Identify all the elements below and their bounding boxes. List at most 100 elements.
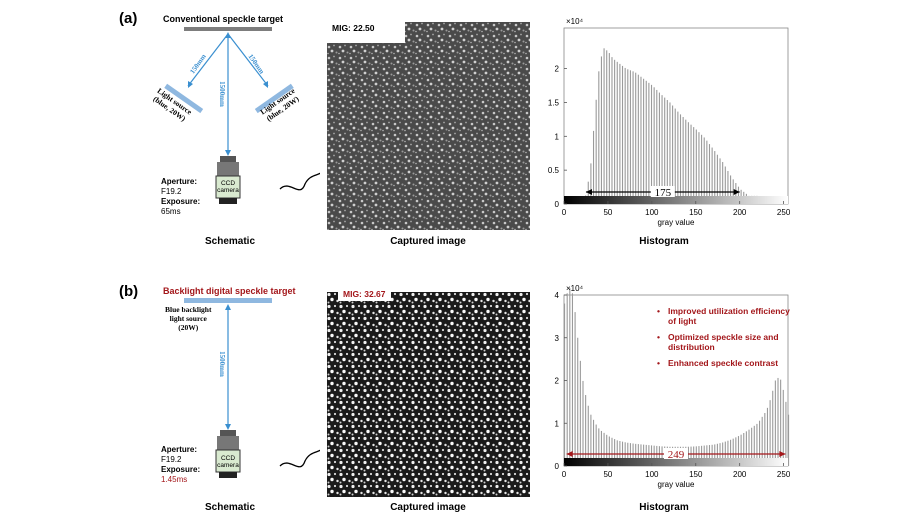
ccd-camera-label-b: CCD camera bbox=[217, 455, 239, 469]
y-tick-label: 0 bbox=[555, 200, 560, 209]
schematic-a-drawing bbox=[164, 27, 320, 204]
histogram-bar bbox=[682, 117, 684, 204]
histogram-bar bbox=[727, 170, 729, 204]
histogram-bar bbox=[724, 166, 726, 204]
histogram-bar bbox=[687, 122, 689, 204]
light-source-right bbox=[254, 83, 294, 114]
histogram-bar bbox=[753, 425, 755, 466]
histogram-bar bbox=[748, 429, 750, 466]
histogram-bar bbox=[698, 446, 700, 466]
histogram-bar bbox=[658, 92, 660, 204]
histogram-bar bbox=[582, 380, 584, 466]
histogram-bar bbox=[687, 446, 689, 466]
histogram-bar bbox=[759, 420, 761, 466]
histogram-bar bbox=[566, 293, 568, 466]
histogram-bar bbox=[730, 175, 732, 204]
histogram-bar bbox=[756, 423, 758, 466]
histogram-bar bbox=[714, 151, 716, 204]
panel-b-label: (b) bbox=[119, 283, 139, 300]
histogram-bar bbox=[606, 434, 608, 466]
histogram-bar bbox=[648, 445, 650, 466]
histogram-bar bbox=[661, 446, 663, 466]
histogram-bar bbox=[564, 303, 566, 466]
histogram-bar bbox=[774, 380, 776, 466]
histogram-bar bbox=[640, 444, 642, 466]
range-label: 175 bbox=[655, 187, 672, 199]
histogram-bar bbox=[577, 337, 579, 466]
arrow-to-image-a bbox=[279, 172, 320, 191]
histogram-bar bbox=[669, 102, 671, 204]
x-tick-label: 0 bbox=[562, 470, 567, 479]
histogram-bar bbox=[785, 401, 787, 466]
histogram-bar bbox=[632, 71, 634, 204]
histogram-bar bbox=[621, 65, 624, 205]
histogram-bar bbox=[701, 134, 703, 204]
histogram-bar bbox=[751, 427, 753, 466]
histogram-bar bbox=[629, 70, 631, 204]
histogram-bar bbox=[780, 379, 782, 466]
histogram-bar bbox=[598, 71, 600, 204]
optical-path-right bbox=[227, 33, 269, 87]
histogram-bar bbox=[592, 130, 595, 204]
histogram-bar bbox=[698, 132, 700, 204]
histogram-bar bbox=[608, 53, 610, 204]
histogram-bar bbox=[706, 445, 708, 466]
advantage-item: Optimized speckle size and distribution bbox=[657, 332, 796, 352]
dist-center-b: 1500mm bbox=[217, 351, 226, 377]
histogram-bar bbox=[730, 439, 732, 466]
range-label-bg bbox=[664, 448, 688, 459]
x-axis-label: gray value bbox=[658, 480, 695, 489]
histogram-bar bbox=[695, 446, 697, 466]
histogram-bar bbox=[619, 63, 621, 204]
histogram-bar bbox=[606, 50, 608, 204]
histogram-bar bbox=[650, 84, 653, 204]
x-tick-label: 50 bbox=[603, 208, 612, 217]
captured-image-caption-b: Captured image bbox=[390, 502, 466, 513]
histogram-bar bbox=[690, 446, 692, 466]
histogram-bar bbox=[643, 444, 645, 466]
histogram-bar bbox=[627, 69, 629, 204]
histogram-bar bbox=[693, 127, 695, 204]
histogram-bar bbox=[590, 163, 592, 204]
histogram-bar bbox=[703, 445, 705, 466]
range-arrow-head bbox=[566, 451, 573, 457]
histogram-bar bbox=[703, 137, 705, 204]
histogram-bar bbox=[595, 99, 597, 204]
camera-settings-b: Aperture: F19.2 Exposure: 1.45ms bbox=[161, 445, 201, 484]
histogram-bar bbox=[777, 377, 779, 466]
range-label-bg bbox=[650, 186, 675, 197]
histogram-bar bbox=[614, 59, 616, 204]
schematic-caption-a: Schematic bbox=[204, 236, 256, 247]
histogram-bar bbox=[708, 144, 711, 204]
histogram-bar bbox=[677, 111, 679, 204]
histogram-bar bbox=[737, 436, 740, 466]
captured-image-a bbox=[327, 22, 530, 230]
x-axis-label: gray value bbox=[658, 218, 695, 227]
histogram-bar bbox=[685, 119, 687, 204]
histogram-bar bbox=[674, 108, 676, 204]
histogram-caption-b: Histogram bbox=[639, 502, 689, 513]
histogram-chart-a: 0 0.5 1 1.5 2 0 50 100 150 200 250 gray value ×10⁴ 17… bbox=[548, 17, 791, 227]
histogram-bar bbox=[569, 288, 571, 466]
speckle-target-plate-a bbox=[184, 27, 272, 31]
advantage-item: Enhanced speckle contrast bbox=[657, 358, 796, 368]
ccd-camera-label-a: CCD camera bbox=[217, 180, 239, 194]
y-scale-multiplier: ×10⁴ bbox=[566, 284, 584, 293]
histogram-bar bbox=[769, 400, 771, 466]
mig-label-a: MIG: 22.50 bbox=[327, 22, 405, 43]
histogram-bar bbox=[690, 124, 692, 204]
histogram-bar bbox=[761, 416, 763, 466]
histogram-bar bbox=[737, 186, 740, 204]
histogram-bar bbox=[608, 436, 610, 466]
range-label: 249 bbox=[668, 449, 685, 461]
x-tick-label: 100 bbox=[645, 208, 659, 217]
histogram-bar bbox=[727, 440, 729, 466]
histogram-bar bbox=[640, 76, 642, 204]
histogram-bar bbox=[579, 360, 581, 466]
y-tick-label: 2 bbox=[555, 377, 560, 386]
camera-settings-a: Aperture: F19.2 Exposure: 65ms bbox=[161, 177, 201, 216]
y-tick-label: 1.5 bbox=[548, 98, 560, 107]
x-tick-label: 200 bbox=[733, 208, 747, 217]
histogram-bar bbox=[716, 443, 718, 466]
histogram-bar bbox=[711, 444, 713, 466]
